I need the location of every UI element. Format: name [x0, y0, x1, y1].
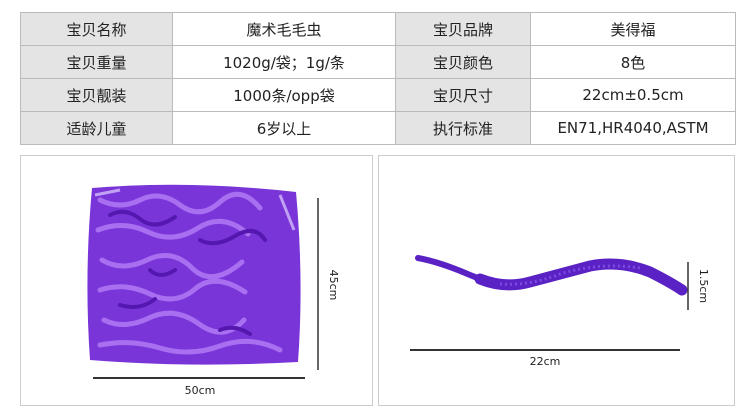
table-row: 适龄儿童 6岁以上 执行标准 EN71,HR4040,ASTM — [20, 111, 736, 145]
spec-key: 宝贝品牌 — [395, 12, 531, 46]
spec-value: 1000条/opp袋 — [172, 78, 396, 112]
spec-key: 适龄儿童 — [20, 111, 173, 145]
spec-value: EN71,HR4040,ASTM — [530, 111, 736, 145]
bag — [87, 184, 301, 365]
spec-value: 8色 — [530, 45, 736, 79]
spec-value: 1020g/袋；1g/条 — [172, 45, 396, 79]
dimension-label: 1.5cm — [697, 269, 710, 303]
spec-table: 宝贝名称 魔术毛毛虫 宝贝品牌 美得福 宝贝重量 1020g/袋；1g/条 宝贝颜色 8色 宝贝… — [20, 12, 736, 145]
spec-value: 22cm±0.5cm — [530, 78, 736, 112]
spec-value: 6岁以上 — [172, 111, 396, 145]
spec-key: 宝贝颜色 — [395, 45, 531, 79]
table-body: 宝贝名称 魔术毛毛虫 宝贝品牌 美得福 宝贝重量 1020g/袋；1g/条 宝贝颜色 8色 宝贝… — [20, 12, 736, 145]
table-row: 宝贝靓装 1000条/opp袋 宝贝尺寸 22cm±0.5cm — [20, 78, 736, 112]
spec-key: 执行标准 — [395, 111, 531, 145]
spec-value: 魔术毛毛虫 — [172, 12, 396, 46]
spec-key: 宝贝名称 — [20, 12, 173, 46]
spec-value: 美得福 — [530, 12, 736, 46]
caterpillar — [415, 255, 688, 296]
spec-key: 宝贝靓装 — [20, 78, 173, 112]
dimension-label: 50cm — [185, 384, 216, 397]
table-row: 宝贝重量 1020g/袋；1g/条 宝贝颜色 8色 — [20, 45, 736, 79]
spec-key: 宝贝尺寸 — [395, 78, 531, 112]
dimension-label: 22cm — [530, 355, 561, 368]
dimension-label: 45cm — [327, 270, 340, 301]
spec-key: 宝贝重量 — [20, 45, 173, 79]
table-row: 宝贝名称 魔术毛毛虫 宝贝品牌 美得福 — [20, 12, 736, 46]
